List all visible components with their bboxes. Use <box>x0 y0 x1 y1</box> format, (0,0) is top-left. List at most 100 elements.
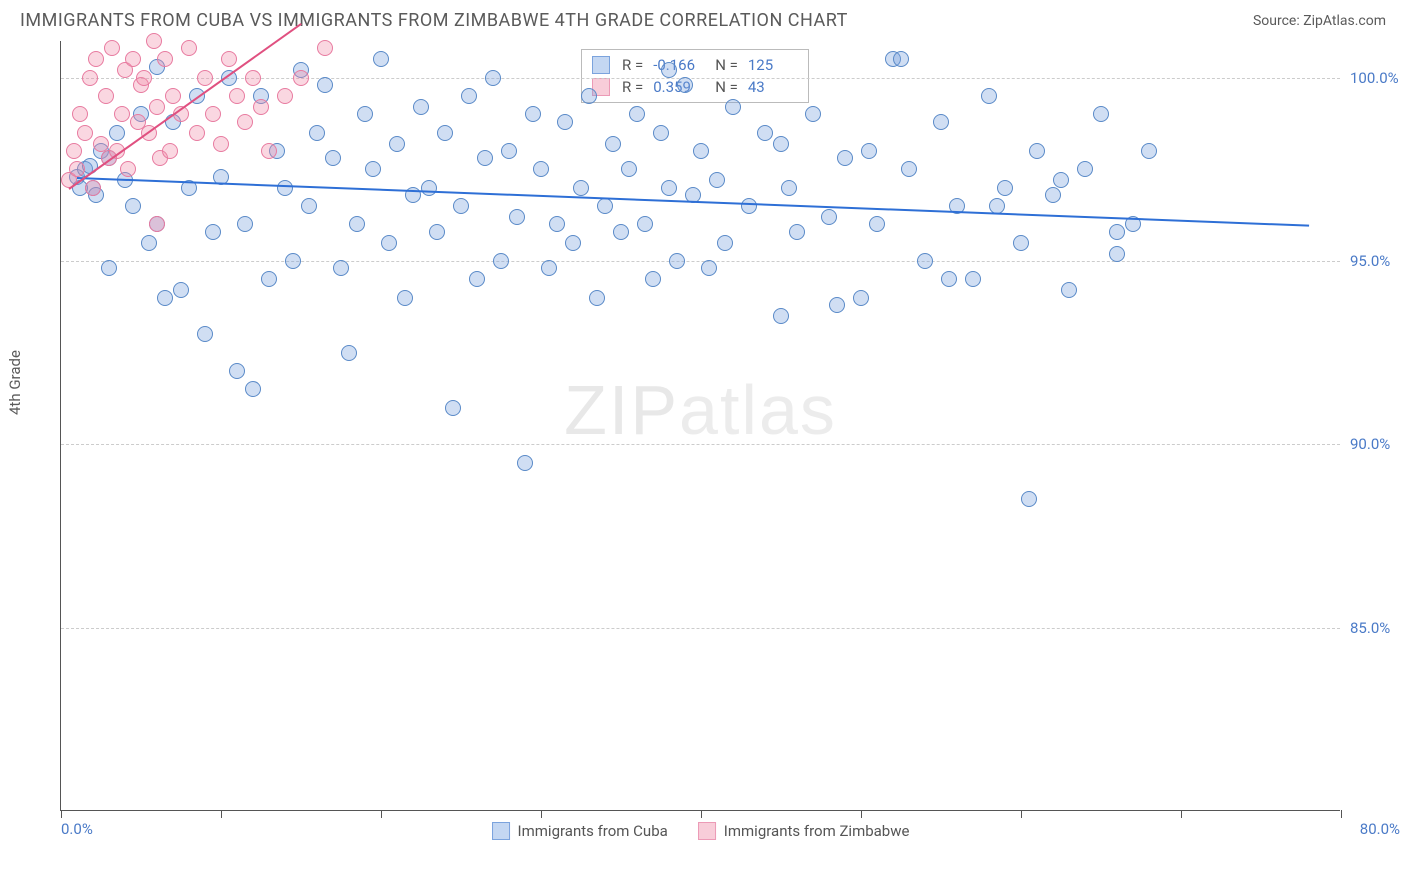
scatter-point <box>941 271 957 287</box>
legend-series-label: Immigrants from Zimbabwe <box>724 822 910 840</box>
gridline-h <box>61 628 1340 629</box>
scatter-point <box>229 363 245 379</box>
scatter-point <box>357 106 373 122</box>
scatter-point <box>821 209 837 225</box>
scatter-point <box>72 106 88 122</box>
x-tick <box>861 810 862 818</box>
scatter-point <box>917 253 933 269</box>
scatter-point <box>693 143 709 159</box>
legend-n-value: 43 <box>748 78 798 96</box>
scatter-point <box>485 70 501 86</box>
legend-top-row: R =-0.166N =125 <box>592 54 798 76</box>
legend-top-row: R =0.359N =43 <box>592 76 798 98</box>
scatter-point <box>245 381 261 397</box>
scatter-point <box>104 40 120 56</box>
scatter-point <box>501 143 517 159</box>
scatter-point <box>773 308 789 324</box>
scatter-point <box>1109 246 1125 262</box>
scatter-point <box>533 161 549 177</box>
legend-r-label: R = <box>622 78 643 96</box>
scatter-point <box>741 198 757 214</box>
scatter-point <box>109 125 125 141</box>
scatter-point <box>1013 235 1029 251</box>
scatter-point <box>805 106 821 122</box>
scatter-point <box>229 88 245 104</box>
scatter-point <box>285 253 301 269</box>
scatter-point <box>205 106 221 122</box>
scatter-point <box>445 400 461 416</box>
scatter-point <box>120 161 136 177</box>
scatter-point <box>517 455 533 471</box>
scatter-point <box>893 51 909 67</box>
scatter-point <box>701 260 717 276</box>
scatter-point <box>1029 143 1045 159</box>
scatter-point <box>621 161 637 177</box>
scatter-point <box>333 260 349 276</box>
scatter-point <box>1021 491 1037 507</box>
scatter-point <box>301 198 317 214</box>
scatter-point <box>725 99 741 115</box>
scatter-point <box>66 143 82 159</box>
scatter-point <box>1109 224 1125 240</box>
x-tick <box>1021 810 1022 818</box>
y-tick-label: 85.0% <box>1350 619 1406 637</box>
scatter-point <box>1053 172 1069 188</box>
scatter-point <box>437 125 453 141</box>
scatter-point <box>469 271 485 287</box>
y-axis-label: 4th Grade <box>6 350 24 415</box>
scatter-point <box>1093 106 1109 122</box>
gridline-h <box>61 261 1340 262</box>
scatter-point <box>421 180 437 196</box>
legend-swatch <box>492 822 510 840</box>
legend-n-label: N = <box>715 78 738 96</box>
x-tick <box>61 810 62 818</box>
scatter-point <box>197 70 213 86</box>
trend-line <box>77 177 1309 227</box>
scatter-point <box>637 216 653 232</box>
scatter-point <box>413 99 429 115</box>
x-axis-min-label: 0.0% <box>61 820 93 838</box>
scatter-point <box>221 51 237 67</box>
x-tick <box>381 810 382 818</box>
scatter-point <box>349 216 365 232</box>
watermark: ZIPatlas <box>564 370 837 450</box>
gridline-h <box>61 444 1340 445</box>
scatter-point <box>245 70 261 86</box>
scatter-point <box>93 136 109 152</box>
scatter-point <box>165 88 181 104</box>
scatter-point <box>837 150 853 166</box>
x-tick <box>541 810 542 818</box>
scatter-point <box>149 216 165 232</box>
scatter-point <box>317 77 333 93</box>
scatter-point <box>365 161 381 177</box>
y-tick-label: 90.0% <box>1350 435 1406 453</box>
scatter-point <box>869 216 885 232</box>
scatter-point <box>181 40 197 56</box>
scatter-point <box>541 260 557 276</box>
scatter-point <box>213 136 229 152</box>
scatter-point <box>709 172 725 188</box>
scatter-point <box>277 180 293 196</box>
scatter-point <box>397 290 413 306</box>
legend-swatch <box>698 822 716 840</box>
scatter-point <box>293 70 309 86</box>
scatter-point <box>114 106 130 122</box>
scatter-point <box>82 70 98 86</box>
scatter-point <box>317 40 333 56</box>
scatter-point <box>173 282 189 298</box>
scatter-point <box>757 125 773 141</box>
scatter-point <box>309 125 325 141</box>
scatter-point <box>653 125 669 141</box>
scatter-point <box>573 180 589 196</box>
legend-top-box: R =-0.166N =125R =0.359N =43 <box>581 49 809 103</box>
scatter-point <box>101 260 117 276</box>
scatter-point <box>933 114 949 130</box>
scatter-point <box>509 209 525 225</box>
x-axis-max-label: 80.0% <box>1360 820 1400 838</box>
scatter-point <box>829 297 845 313</box>
scatter-point <box>677 77 693 93</box>
scatter-point <box>525 106 541 122</box>
scatter-point <box>146 33 162 49</box>
scatter-point <box>205 224 221 240</box>
scatter-point <box>277 88 293 104</box>
